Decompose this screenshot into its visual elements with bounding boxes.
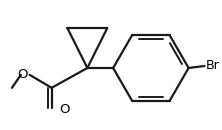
Text: O: O	[17, 68, 28, 81]
Text: O: O	[59, 103, 70, 116]
Text: Br: Br	[206, 60, 219, 73]
